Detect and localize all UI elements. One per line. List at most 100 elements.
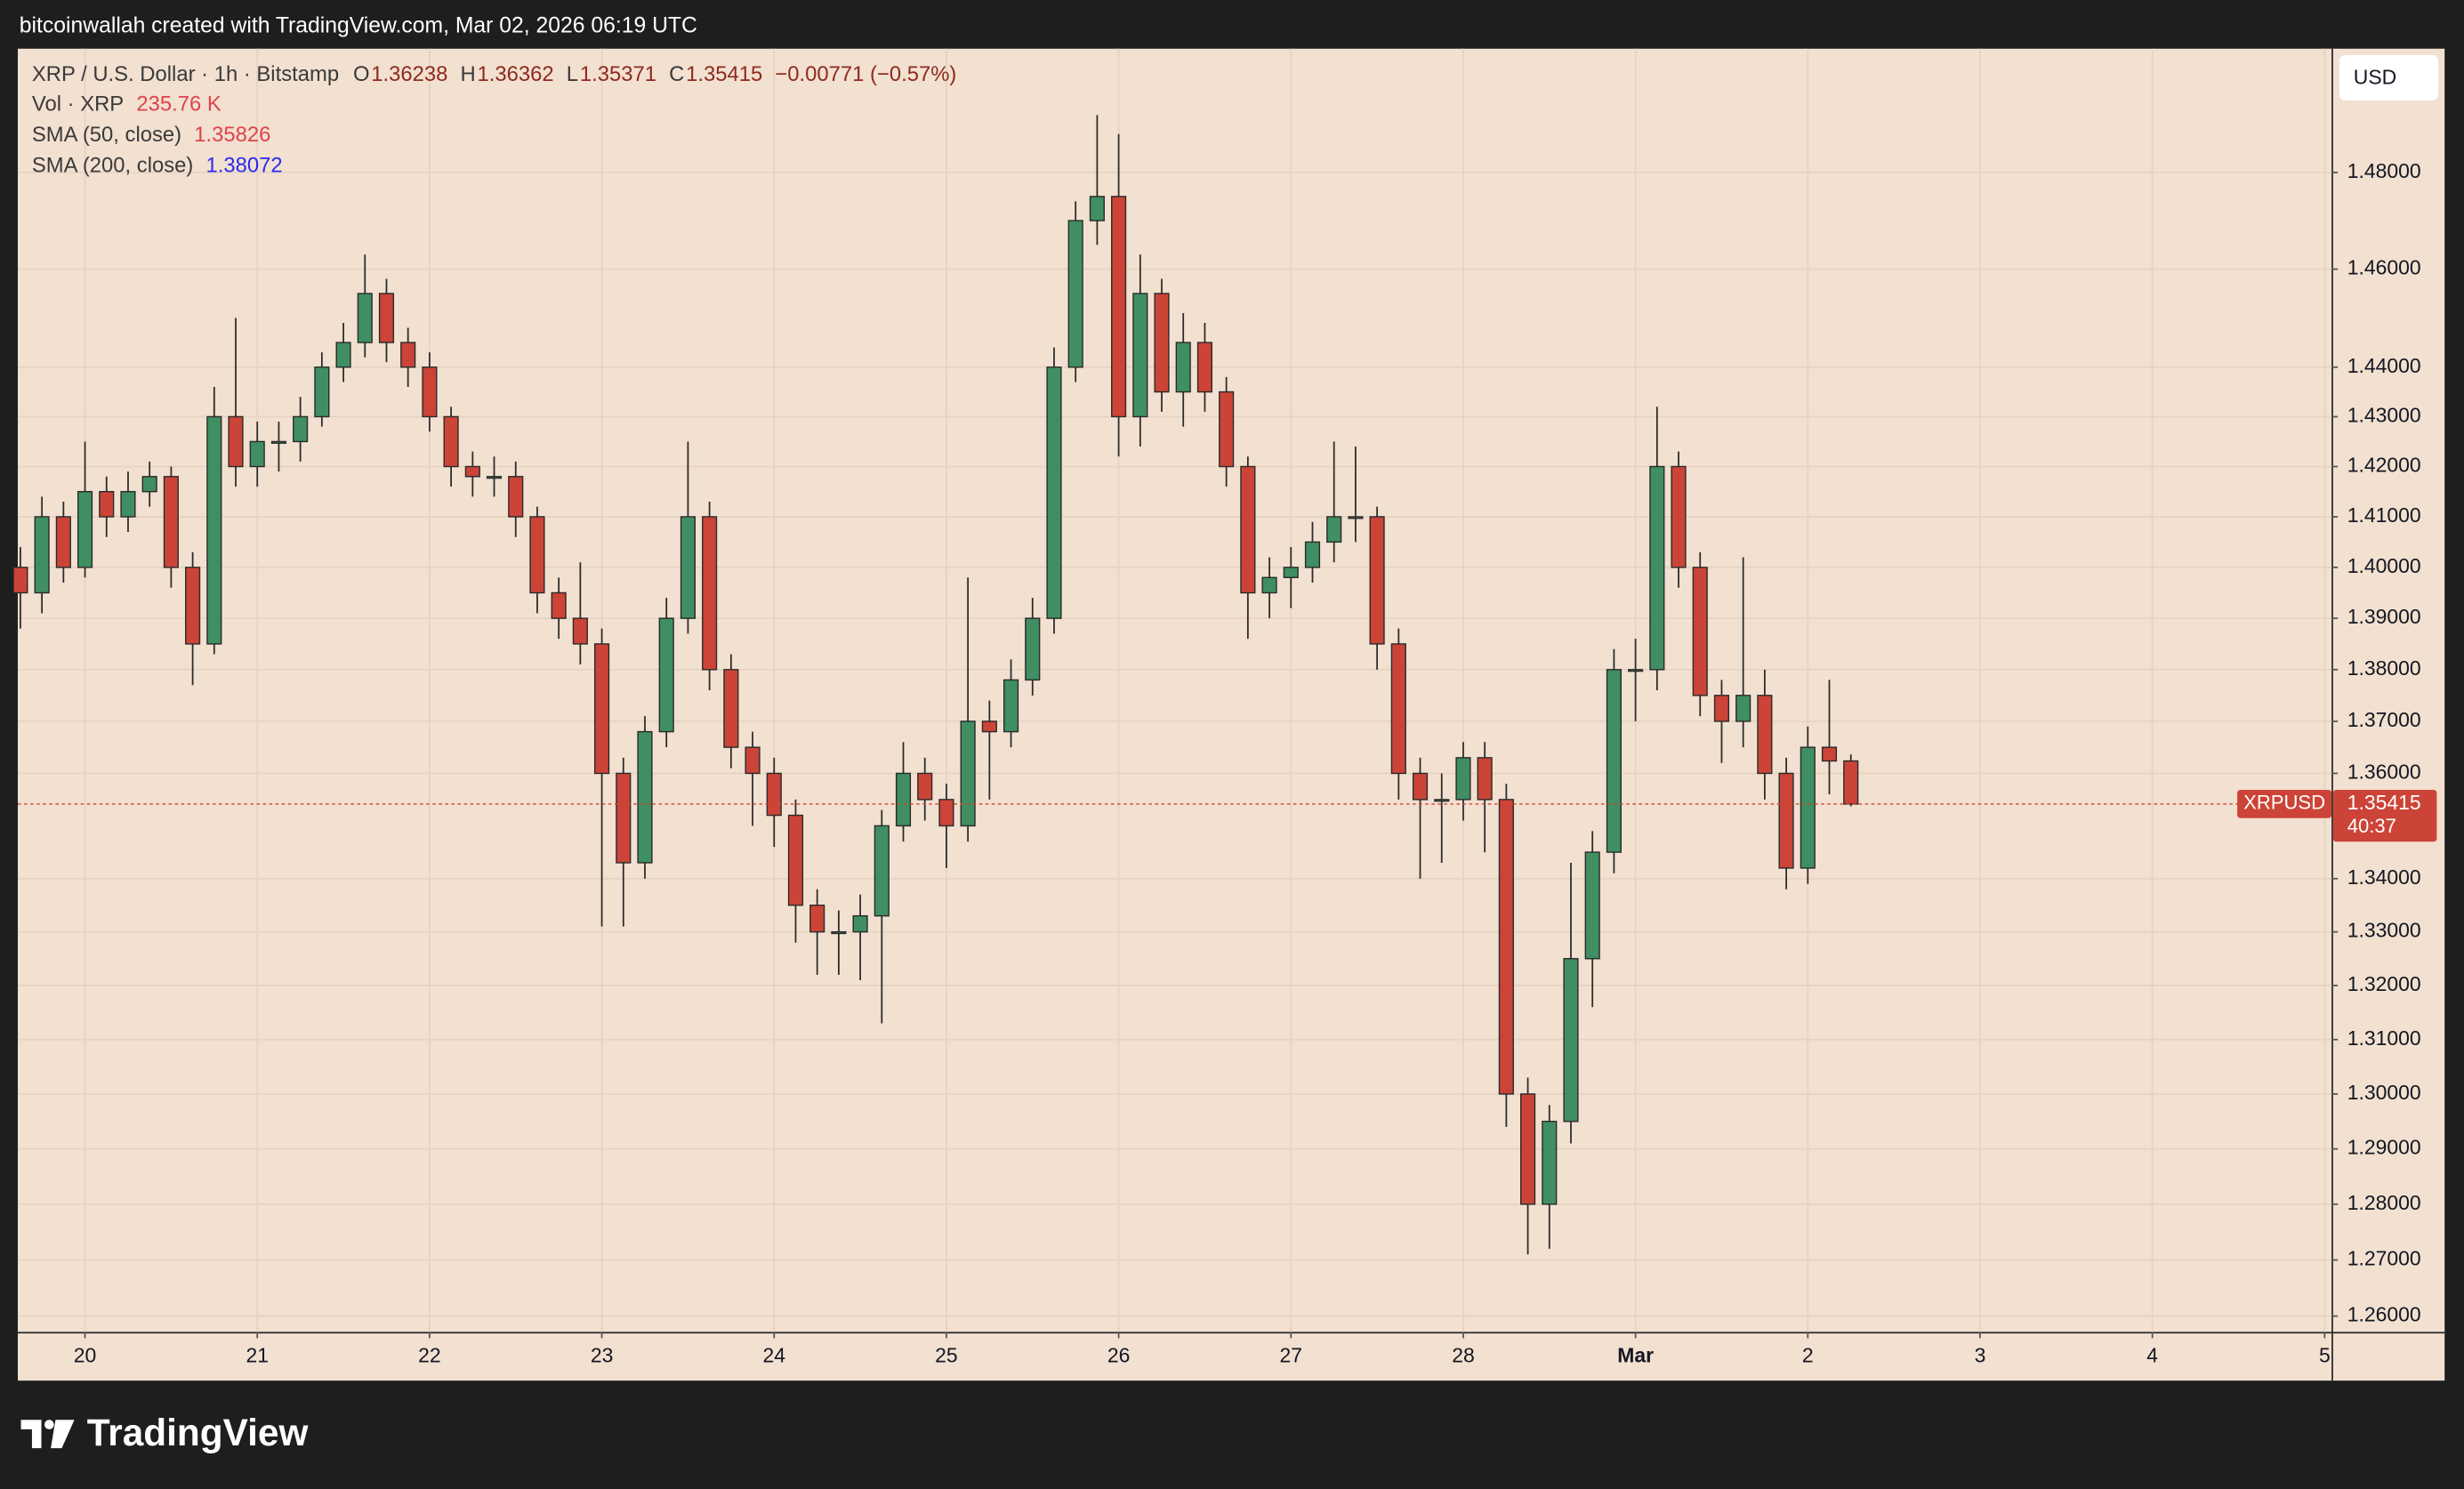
candle-body: [981, 720, 997, 733]
legend: XRP / U.S. Dollar · 1h · Bitstamp O 1.3623…: [32, 62, 956, 177]
candle-body: [185, 567, 201, 645]
legend-text: 1.38072: [205, 153, 282, 177]
candle-body: [787, 814, 804, 906]
candle-body: [508, 476, 524, 518]
candle-body: [99, 491, 115, 518]
x-tick-label: 23: [591, 1344, 614, 1367]
y-tick-label: 1.36000: [2347, 761, 2421, 784]
candle-body: [55, 516, 71, 568]
candle-body: [443, 415, 459, 468]
candle-body: [1003, 679, 1019, 733]
candle-body: [831, 930, 847, 935]
legend-text: SMA (200, close): [32, 153, 193, 177]
legend-text: 1.35415: [686, 62, 762, 86]
candle-body: [1628, 669, 1644, 672]
candle-body: [1649, 465, 1665, 671]
candle-body: [1046, 366, 1062, 619]
candle-body: [1434, 799, 1450, 802]
candle-body: [1348, 516, 1364, 519]
y-tick-label: 1.40000: [2347, 554, 2421, 577]
y-tick-label: 1.26000: [2347, 1303, 2421, 1326]
legend-text: Vol · XRP: [32, 93, 124, 117]
symbol-tag-box: [2237, 790, 2332, 818]
candle-body: [1261, 576, 1277, 594]
candle-body: [141, 476, 157, 493]
legend-text: −0.00771 (−0.57%): [775, 62, 956, 86]
x-tick-label: 25: [935, 1344, 958, 1367]
candle-body: [572, 617, 588, 645]
candle-body: [1089, 196, 1105, 221]
y-tick-label: 1.48000: [2347, 159, 2421, 182]
candle-body: [1477, 757, 1493, 801]
y-tick-label: 1.46000: [2347, 256, 2421, 279]
candle-body: [1196, 342, 1213, 393]
candle-body: [464, 465, 480, 478]
candle-body: [917, 772, 933, 801]
candle-body: [1542, 1121, 1558, 1205]
candle-body: [1520, 1093, 1536, 1205]
candle-body: [529, 516, 545, 594]
legend-text: L: [567, 62, 578, 86]
candle-body: [422, 366, 438, 418]
candle-body: [1455, 757, 1471, 801]
candles: [12, 115, 2332, 1255]
candle-body: [1821, 746, 1838, 762]
currency-label[interactable]: USD: [2354, 65, 2396, 88]
legend-text: 1.36362: [478, 62, 554, 86]
y-tick-label: 1.44000: [2347, 354, 2421, 377]
candle-body: [723, 669, 739, 748]
logo-slash: [51, 1420, 75, 1449]
candle-body: [76, 491, 93, 568]
candle-body: [1606, 669, 1622, 853]
candle-body: [1154, 293, 1170, 393]
candle-body: [616, 772, 632, 864]
candle-body: [1412, 772, 1429, 801]
candle-body: [1800, 746, 1816, 869]
candle-body: [335, 342, 351, 368]
candle-body: [1326, 516, 1342, 543]
y-tick-label: 1.29000: [2347, 1136, 2421, 1159]
y-tick-label: 1.37000: [2347, 708, 2421, 731]
candle-body: [486, 476, 503, 479]
x-tick-label: 20: [74, 1344, 97, 1367]
legend-text: C: [669, 62, 684, 86]
candle-body: [1175, 342, 1191, 393]
candle-body: [1283, 567, 1299, 578]
candle-body: [1132, 293, 1148, 418]
y-tick-label: 1.38000: [2347, 656, 2421, 680]
candle-body: [1778, 772, 1794, 869]
candle-body: [1111, 196, 1127, 418]
candle-body: [1584, 851, 1600, 960]
logo-text: TradingView: [87, 1412, 310, 1453]
tradingview-logo: TradingView: [20, 1412, 310, 1453]
candle-body: [1219, 390, 1235, 468]
x-tick-label: 21: [246, 1344, 269, 1367]
candle-body: [1304, 541, 1321, 568]
chart-background: [18, 48, 2445, 1381]
y-tick-label: 1.33000: [2347, 919, 2421, 942]
candle-body: [163, 476, 179, 568]
legend-text: H: [461, 62, 476, 86]
x-tick-label: 24: [762, 1344, 785, 1367]
symbol-tag: XRPUSD: [2243, 792, 2325, 814]
candle-body: [1757, 695, 1773, 775]
legend-text: O: [353, 62, 370, 86]
x-tick-label: 27: [1280, 1344, 1303, 1367]
last-price-box: [2332, 790, 2437, 842]
y-tick-label: 1.42000: [2347, 454, 2421, 477]
legend-text: XRP / U.S. Dollar · 1h · Bitstamp: [32, 62, 339, 86]
candle-body: [637, 730, 653, 864]
currency-button-box[interactable]: [2339, 54, 2439, 101]
candle-body: [1390, 643, 1406, 775]
legend-text: 1.35826: [194, 123, 270, 147]
y-tick-label: 1.31000: [2347, 1026, 2421, 1050]
candle-body: [658, 617, 674, 733]
candle-body: [206, 415, 222, 645]
header-text: bitcoinwallah created with TradingView.c…: [20, 14, 697, 38]
candle-body: [1369, 516, 1385, 645]
candle-body: [228, 415, 244, 468]
x-tick-label: 26: [1107, 1344, 1131, 1367]
currency-button[interactable]: USD: [2339, 54, 2439, 101]
candle-body: [594, 643, 610, 775]
